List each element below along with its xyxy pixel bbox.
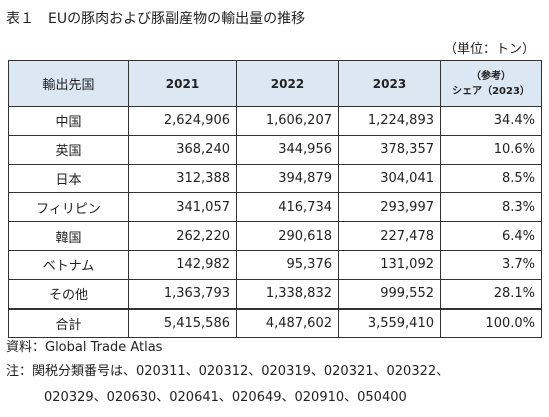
share-cell: 3.7% — [440, 249, 542, 280]
note-line-1: 注：関税分類番号は、020311、020312、020319、020321、02… — [6, 364, 450, 379]
country-cell: 合計 — [8, 307, 129, 339]
share-cell: 8.5% — [440, 163, 542, 194]
source-note: 資料：Global Trade Atlas — [6, 340, 163, 355]
value-2021-cell: 341,057 — [128, 192, 237, 223]
header-share: （参考） シェア（2023） — [440, 60, 542, 107]
value-2021-cell: 5,415,586 — [128, 307, 237, 339]
country-cell: その他 — [8, 278, 129, 310]
country-cell: 中国 — [8, 106, 129, 136]
total-row: 合計 5,415,586 4,487,602 3,559,410 100.0% — [8, 307, 542, 339]
value-2021-cell: 312,388 — [128, 163, 237, 194]
header-row: 輸出先国 2021 2022 2023 （参考） シェア（2023） — [8, 60, 542, 107]
value-2023-cell: 304,041 — [338, 163, 441, 194]
value-2023-cell: 227,478 — [338, 221, 441, 251]
unit-label: （単位：トン） — [443, 42, 535, 57]
value-2021-cell: 2,624,906 — [128, 106, 237, 136]
value-2021-cell: 262,220 — [128, 221, 237, 251]
value-2021-cell: 1,363,793 — [128, 278, 237, 310]
table-row: 日本 312,388 394,879 304,041 8.5% — [8, 163, 542, 194]
value-2022-cell: 344,956 — [236, 134, 339, 165]
table-row: 韓国 262,220 290,618 227,478 6.4% — [8, 221, 542, 251]
country-cell: フィリピン — [8, 192, 129, 223]
table-row: 中国 2,624,906 1,606,207 1,224,893 34.4% — [8, 106, 542, 136]
table-row: フィリピン 341,057 416,734 293,997 8.3% — [8, 192, 542, 223]
value-2023-cell: 378,357 — [338, 134, 441, 165]
value-2022-cell: 416,734 — [236, 192, 339, 223]
share-cell: 28.1% — [440, 278, 542, 310]
country-cell: 英国 — [8, 134, 129, 165]
header-country: 輸出先国 — [8, 60, 129, 107]
value-2023-cell: 131,092 — [338, 249, 441, 280]
table-row: ベトナム 142,982 95,376 131,092 3.7% — [8, 249, 542, 280]
share-cell: 6.4% — [440, 221, 542, 251]
value-2023-cell: 293,997 — [338, 192, 441, 223]
value-2022-cell: 1,338,832 — [236, 278, 339, 310]
header-2021: 2021 — [128, 60, 237, 107]
value-2023-cell: 999,552 — [338, 278, 441, 310]
value-2022-cell: 1,606,207 — [236, 106, 339, 136]
value-2022-cell: 394,879 — [236, 163, 339, 194]
header-2023: 2023 — [338, 60, 441, 107]
header-share-label: シェア（2023） — [452, 85, 530, 97]
value-2022-cell: 290,618 — [236, 221, 339, 251]
value-2022-cell: 4,487,602 — [236, 307, 339, 339]
value-2021-cell: 142,982 — [128, 249, 237, 280]
share-cell: 8.3% — [440, 192, 542, 223]
table-row: 英国 368,240 344,956 378,357 10.6% — [8, 134, 542, 165]
value-2021-cell: 368,240 — [128, 134, 237, 165]
note-line-2: 020329、020630、020641、020649、020910、05040… — [44, 390, 407, 405]
country-cell: 日本 — [8, 163, 129, 194]
share-cell: 10.6% — [440, 134, 542, 165]
value-2023-cell: 3,559,410 — [338, 307, 441, 339]
header-2022: 2022 — [236, 60, 339, 107]
country-cell: ベトナム — [8, 249, 129, 280]
share-cell: 34.4% — [440, 106, 542, 136]
value-2022-cell: 95,376 — [236, 249, 339, 280]
header-ref-label: （参考） — [471, 70, 511, 82]
share-cell: 100.0% — [440, 307, 542, 339]
table-title: 表１ EUの豚肉および豚副産物の輸出量の推移 — [6, 11, 306, 27]
country-cell: 韓国 — [8, 221, 129, 251]
value-2023-cell: 1,224,893 — [338, 106, 441, 136]
export-volume-table: 輸出先国 2021 2022 2023 （参考） シェア（2023） 中国 2,6… — [8, 60, 542, 339]
table-row: その他 1,363,793 1,338,832 999,552 28.1% — [8, 278, 542, 310]
